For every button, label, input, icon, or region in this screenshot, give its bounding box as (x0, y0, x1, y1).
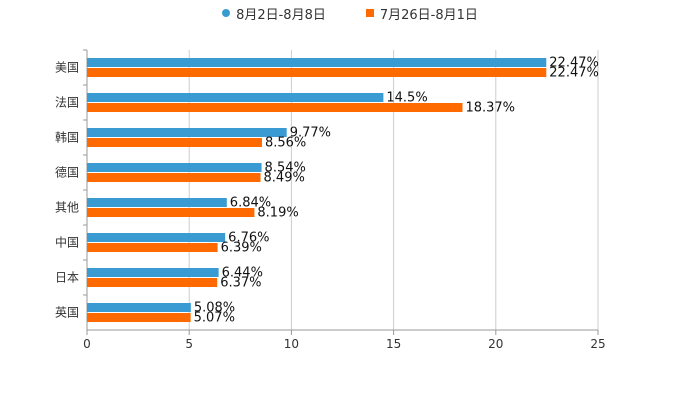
legend-item-series-2[interactable]: 7月26日-8月1日 (365, 4, 478, 23)
data-label-series-1: 5.08% (194, 301, 235, 316)
bar-series-2 (87, 243, 218, 252)
legend-marker-series-1 (222, 9, 231, 17)
data-label-series-1: 6.76% (228, 231, 269, 246)
data-label-series-1: 14.5% (386, 91, 427, 106)
bar-series-1 (87, 163, 262, 172)
bar-series-1 (87, 93, 384, 102)
data-label-series-2: 5.07% (194, 311, 235, 326)
legend-marker-series-2 (365, 9, 374, 17)
data-label-series-2: 22.47% (549, 66, 599, 81)
bar-series-1 (87, 198, 227, 207)
category-label: 美国 (55, 61, 79, 75)
category-label: 法国 (55, 96, 79, 110)
chart-legend: 8月2日-8月8日 7月26日-8月1日 (0, 4, 700, 23)
x-tick-label: 15 (386, 337, 401, 351)
x-tick-label: 25 (590, 337, 605, 351)
data-label-series-2: 8.19% (257, 206, 298, 221)
bar-series-1 (87, 233, 226, 242)
x-tick-label: 5 (185, 337, 193, 351)
x-tick-label: 20 (488, 337, 503, 351)
data-label-series-1: 9.77% (290, 126, 331, 141)
bar-series-2 (87, 208, 255, 217)
category-label: 其他 (55, 201, 79, 215)
data-label-series-2: 8.49% (264, 171, 305, 186)
category-label: 日本 (55, 271, 79, 285)
data-label-series-1: 6.44% (222, 266, 263, 281)
data-label-series-1: 22.47% (549, 56, 599, 71)
x-tick-label: 10 (284, 337, 299, 351)
bar-series-1 (87, 303, 191, 312)
legend-label-series-1: 8月2日-8月8日 (236, 7, 326, 23)
data-label-series-2: 18.37% (465, 101, 515, 116)
bar-series-2 (87, 68, 547, 77)
bar-series-1 (87, 58, 547, 67)
data-label-series-2: 6.37% (220, 276, 261, 291)
x-tick-label: 0 (83, 337, 91, 351)
bar-series-2 (87, 138, 262, 147)
bar-series-1 (87, 128, 287, 137)
legend-label-series-2: 7月26日-8月1日 (379, 7, 478, 23)
data-label-series-1: 6.84% (230, 196, 271, 211)
category-label: 英国 (55, 306, 79, 320)
data-label-series-1: 8.54% (265, 161, 306, 176)
data-label-series-2: 6.39% (221, 241, 262, 256)
category-label: 中国 (55, 235, 79, 250)
bar-series-2 (87, 313, 191, 322)
data-label-series-2: 8.56% (265, 136, 306, 151)
bar-series-2 (87, 103, 463, 112)
bar-series-2 (87, 173, 261, 182)
bar-series-1 (87, 268, 219, 277)
category-label: 韩国 (55, 130, 79, 145)
category-label: 德国 (55, 165, 79, 180)
bar-series-2 (87, 278, 218, 287)
legend-item-series-1[interactable]: 8月2日-8月8日 (222, 4, 326, 23)
